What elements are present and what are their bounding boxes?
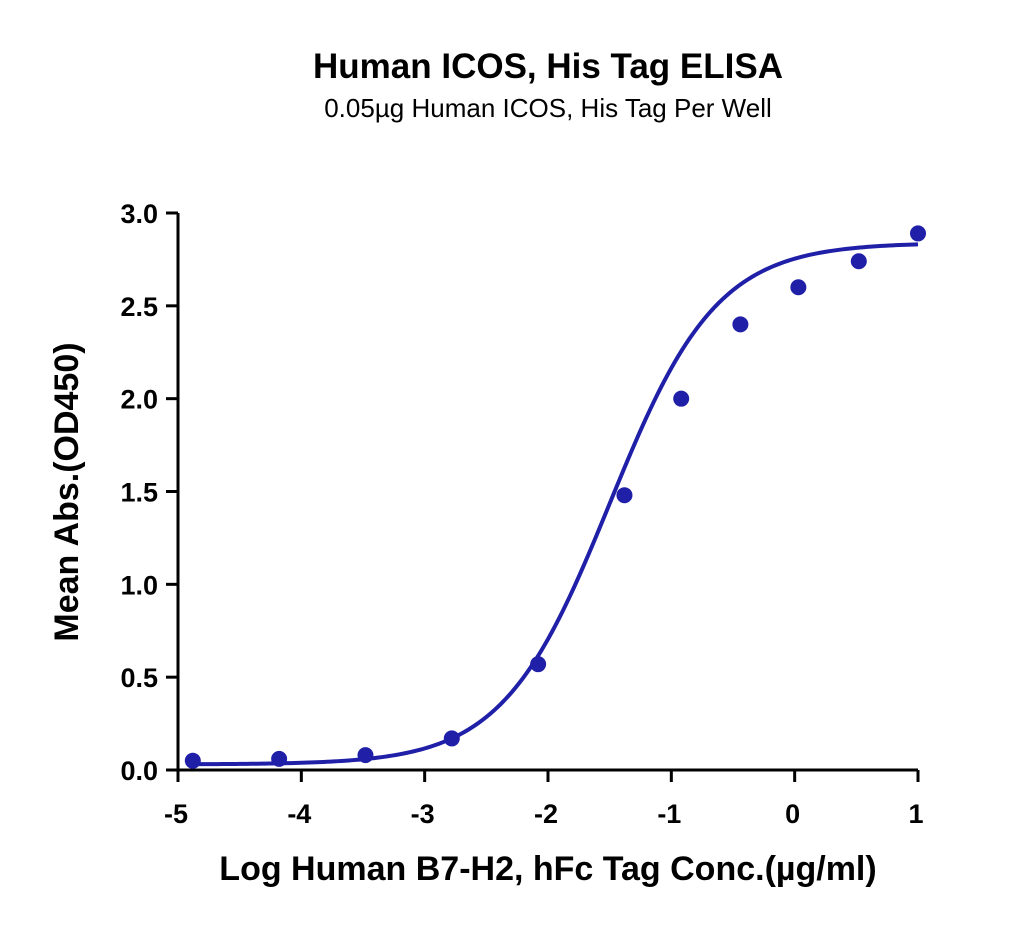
- x-tick-label: -5: [164, 799, 188, 829]
- data-point: [184, 752, 201, 769]
- y-tick-label: 0.5: [120, 663, 158, 693]
- x-tick-label: -3: [411, 799, 435, 829]
- x-tick-label: -1: [657, 799, 681, 829]
- fit-curve-line: [192, 242, 919, 767]
- y-tick-label: 0.0: [120, 756, 158, 786]
- x-tick-label: 0: [785, 799, 800, 829]
- x-tick-label: -2: [534, 799, 558, 829]
- x-tick-label: -4: [287, 799, 311, 829]
- data-point: [530, 656, 547, 673]
- data-point: [850, 253, 867, 270]
- y-tick-label: 2.0: [120, 385, 158, 415]
- x-axis-title: Log Human B7-H2, hFc Tag Conc.(µg/ml): [219, 850, 876, 888]
- y-tick-label: 3.0: [120, 199, 158, 229]
- data-point: [910, 225, 926, 242]
- data-point: [357, 747, 374, 764]
- y-axis-title: Mean Abs.(OD450): [48, 342, 86, 641]
- data-point: [271, 750, 288, 767]
- y-tick-label: 1.0: [120, 570, 158, 600]
- chart-title: Human ICOS, His Tag ELISA: [313, 47, 783, 86]
- data-point: [732, 316, 749, 333]
- y-tick-label: 1.5: [120, 478, 158, 508]
- data-point: [616, 487, 633, 504]
- chart-subtitle: 0.05µg Human ICOS, His Tag Per Well: [324, 93, 772, 123]
- x-tick-label: 1: [908, 799, 923, 829]
- x-axis-ticks: -5 -4 -3 -2 -1 0 1: [164, 770, 924, 829]
- data-point: [790, 279, 807, 296]
- data-point: [443, 730, 460, 747]
- y-tick-label: 2.5: [120, 292, 158, 322]
- data-points: [184, 225, 926, 769]
- data-point: [673, 390, 690, 407]
- y-axis-ticks: 0.0 0.5 1.0 1.5 2.0 2.5 3.0: [120, 199, 178, 786]
